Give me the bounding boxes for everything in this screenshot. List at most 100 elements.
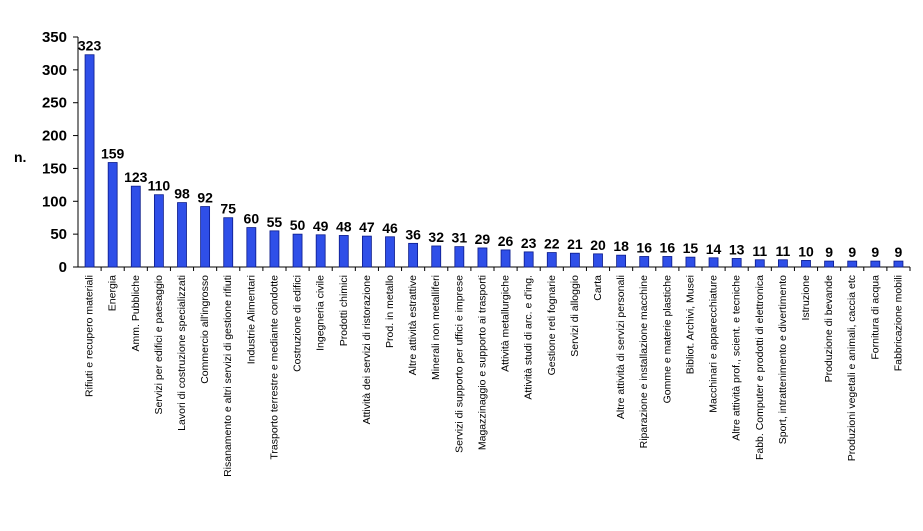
category-label: Fabb. Computer e prodotti di elettronica bbox=[754, 275, 766, 460]
bar bbox=[477, 247, 488, 268]
bar bbox=[315, 234, 326, 268]
data-label: 49 bbox=[313, 218, 329, 234]
bar bbox=[893, 260, 904, 268]
data-label: 10 bbox=[798, 243, 814, 259]
category-label: Servizi per edifici e paesaggio bbox=[153, 275, 165, 415]
data-label: 323 bbox=[78, 38, 102, 54]
y-tick-label: 350 bbox=[42, 29, 67, 46]
bar bbox=[385, 236, 395, 268]
data-label: 16 bbox=[660, 239, 676, 255]
bar bbox=[662, 256, 673, 268]
y-tick-label: 300 bbox=[42, 62, 67, 79]
data-label: 18 bbox=[613, 238, 629, 254]
bar bbox=[824, 260, 835, 268]
bar bbox=[408, 242, 419, 268]
category-label: Costruzione di edifici bbox=[292, 275, 304, 372]
data-label: 26 bbox=[498, 233, 514, 249]
category-label: Commercio all'ingrosso bbox=[199, 275, 211, 384]
category-label: Fornitura di acqua bbox=[869, 275, 881, 360]
data-label: 55 bbox=[267, 214, 283, 230]
data-label: 13 bbox=[729, 241, 745, 257]
bar bbox=[870, 260, 881, 268]
data-label: 46 bbox=[382, 220, 398, 236]
bar bbox=[292, 233, 303, 268]
bar bbox=[361, 235, 372, 268]
data-label: 110 bbox=[148, 178, 171, 194]
bar bbox=[500, 249, 511, 268]
bar bbox=[200, 206, 211, 268]
data-label: 50 bbox=[290, 217, 306, 233]
data-label: 9 bbox=[848, 244, 856, 260]
data-label: 16 bbox=[636, 239, 652, 255]
category-label: Energia bbox=[107, 275, 119, 311]
bar bbox=[431, 245, 442, 268]
category-label: Altre attività prof., scient. e tecniche bbox=[731, 275, 743, 441]
category-label: Ingegneria civile bbox=[315, 275, 327, 351]
category-label: Riparazione e installazione macchine bbox=[638, 275, 650, 449]
data-label: 60 bbox=[244, 211, 260, 227]
category-label: Carta bbox=[592, 275, 604, 301]
bar bbox=[177, 202, 187, 268]
bar bbox=[84, 54, 95, 268]
bar bbox=[130, 185, 141, 268]
bar bbox=[685, 256, 696, 268]
data-label: 98 bbox=[174, 186, 190, 202]
category-label: Macchinari e apparecchiature bbox=[708, 275, 720, 413]
bar bbox=[777, 259, 788, 268]
data-label: 11 bbox=[775, 243, 790, 259]
bar bbox=[246, 227, 257, 268]
data-label: 36 bbox=[405, 226, 421, 242]
category-label: Minerali non metalliferi bbox=[430, 275, 442, 380]
category-label: Industrie Alimentari bbox=[245, 275, 257, 364]
category-label: Prod. in metallo bbox=[384, 275, 396, 348]
bar bbox=[153, 194, 164, 268]
category-label: Risanamento e altri servizi di gestione … bbox=[222, 275, 234, 477]
category-label: Bibliot. Archivi, Musei bbox=[684, 275, 696, 374]
category-label: Prodotti chimici bbox=[338, 275, 350, 346]
data-label: 14 bbox=[706, 241, 722, 257]
data-label: 11 bbox=[752, 243, 767, 259]
category-label: Produzione di bevande bbox=[823, 275, 835, 383]
category-label: Servizi di alloggio bbox=[569, 275, 581, 357]
bar bbox=[523, 251, 534, 268]
bar bbox=[708, 257, 719, 268]
category-label: Altre attività estrattive bbox=[407, 275, 419, 376]
data-label: 159 bbox=[101, 146, 125, 162]
category-label: Rifiuti e recupero materiali bbox=[84, 275, 96, 397]
data-label: 29 bbox=[475, 231, 491, 247]
category-label: Produzioni vegetali e animali, caccia et… bbox=[846, 275, 858, 461]
data-label: 21 bbox=[567, 236, 583, 252]
y-tick-label: 200 bbox=[42, 128, 67, 145]
data-label: 32 bbox=[428, 229, 444, 245]
category-label: Magazzinaggio e supporto ai trasporti bbox=[476, 275, 488, 450]
data-label: 48 bbox=[336, 218, 352, 234]
data-label: 9 bbox=[871, 244, 879, 260]
bar bbox=[269, 230, 280, 268]
data-label: 22 bbox=[544, 236, 560, 252]
bar bbox=[593, 253, 603, 268]
data-label: 9 bbox=[825, 244, 833, 260]
data-label: 92 bbox=[197, 190, 213, 206]
y-tick-label: 150 bbox=[42, 160, 67, 177]
data-label: 123 bbox=[124, 169, 148, 185]
bar bbox=[754, 259, 765, 268]
y-tick-label: 0 bbox=[59, 259, 67, 276]
bar bbox=[107, 162, 118, 268]
y-tick-label: 50 bbox=[50, 226, 67, 243]
data-label: 20 bbox=[590, 237, 606, 253]
bar bbox=[569, 252, 580, 268]
data-label: 75 bbox=[220, 201, 236, 217]
category-label: Lavori di costruzione specializzati bbox=[176, 275, 188, 431]
category-label: Amm. Pubbliche bbox=[130, 275, 142, 352]
bar bbox=[801, 260, 811, 268]
category-label: Altre attività di servizi personali bbox=[615, 275, 627, 419]
data-label: 9 bbox=[895, 244, 903, 260]
category-label: Sport, intrattenimento e divertimento bbox=[777, 275, 789, 444]
bar bbox=[223, 217, 234, 268]
bar bbox=[639, 256, 650, 268]
data-label: 15 bbox=[683, 240, 699, 256]
y-axis-label: n. bbox=[14, 149, 26, 165]
bar bbox=[616, 254, 627, 268]
y-tick-label: 100 bbox=[42, 193, 67, 210]
